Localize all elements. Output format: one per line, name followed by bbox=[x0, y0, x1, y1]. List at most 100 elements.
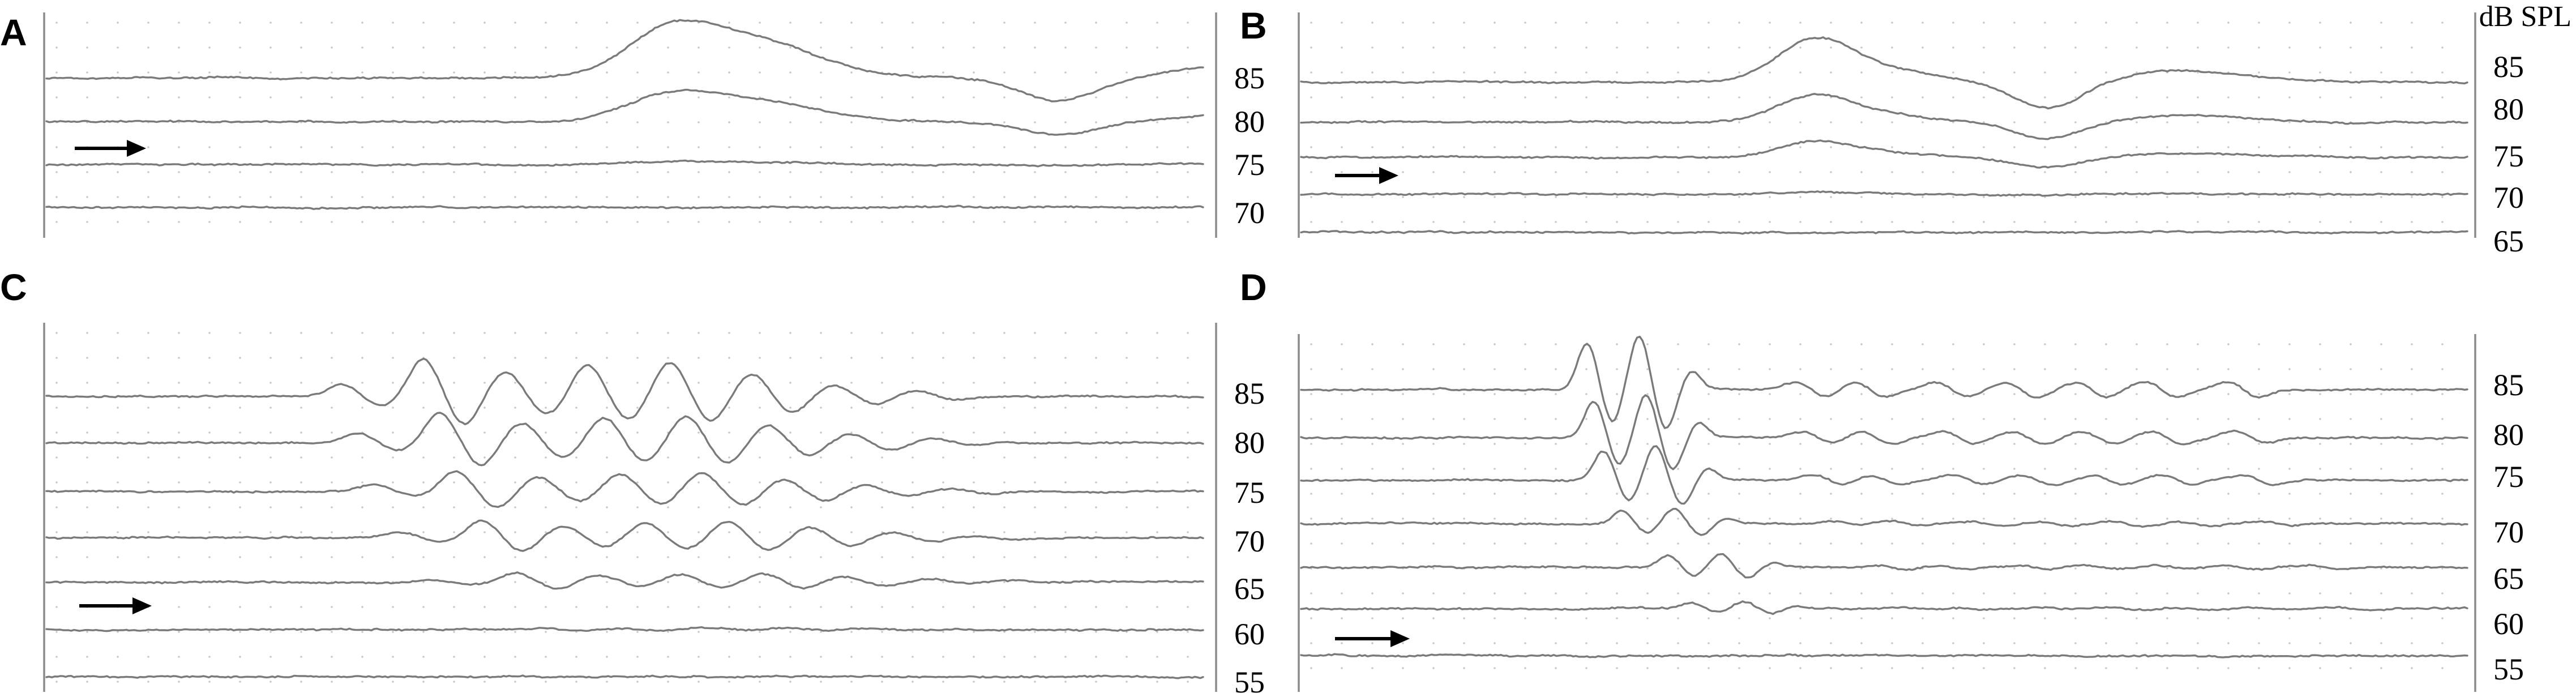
grid-dot bbox=[912, 407, 914, 409]
grid-dot bbox=[2166, 22, 2168, 24]
grid-dot bbox=[2441, 518, 2444, 520]
grid-dot bbox=[1003, 506, 1005, 508]
grid-dot bbox=[239, 196, 241, 198]
grid-dot bbox=[1922, 221, 1924, 223]
grid-dot bbox=[1187, 146, 1189, 148]
grid-dot bbox=[1463, 221, 1465, 223]
grid-dot bbox=[147, 22, 149, 24]
grid-dot bbox=[1708, 196, 1710, 198]
grid-dot bbox=[55, 71, 58, 74]
grid-dot bbox=[606, 71, 608, 74]
grid-dot bbox=[1156, 196, 1158, 198]
grid-dot bbox=[1616, 667, 1618, 669]
grid-dot bbox=[1891, 493, 1893, 495]
grid-dot bbox=[1463, 196, 1465, 198]
grid-dot bbox=[1646, 368, 1649, 370]
grid-dot bbox=[759, 221, 761, 223]
grid-dot bbox=[881, 656, 883, 658]
grid-dot bbox=[1003, 71, 1005, 74]
grid-dot bbox=[1830, 171, 1832, 173]
grid-dot bbox=[881, 681, 883, 683]
grid-dot bbox=[2197, 146, 2199, 148]
grid-dot bbox=[2044, 96, 2046, 99]
grid-dot bbox=[483, 22, 486, 24]
grid-dot bbox=[2258, 196, 2260, 198]
grid-dot bbox=[820, 332, 822, 334]
grid-dot bbox=[514, 481, 516, 484]
grid-dot bbox=[1003, 407, 1005, 409]
trace-a-70db bbox=[45, 204, 1204, 210]
grid-dot bbox=[2411, 493, 2413, 495]
grid-dot bbox=[1922, 46, 1924, 49]
grid-dot bbox=[1064, 357, 1067, 359]
grid-dot bbox=[912, 481, 914, 484]
grid-dot bbox=[86, 456, 88, 459]
grid-dot bbox=[820, 71, 822, 74]
grid-dot bbox=[239, 431, 241, 434]
grid-dot bbox=[208, 171, 211, 173]
grid-dot bbox=[1769, 468, 1771, 470]
grid-dot bbox=[575, 681, 577, 683]
grid-dot bbox=[2258, 493, 2260, 495]
grid-dot bbox=[606, 556, 608, 558]
grid-dot bbox=[1402, 418, 1404, 420]
grid-dot bbox=[1463, 393, 1465, 395]
grid-dot bbox=[2288, 443, 2291, 445]
grid-dot bbox=[1738, 343, 1740, 345]
grid-dot bbox=[636, 581, 639, 583]
grid-dot bbox=[728, 656, 730, 658]
grid-dot bbox=[239, 146, 241, 148]
grid-dot bbox=[1371, 221, 1373, 223]
grid-dot bbox=[147, 506, 149, 508]
grid-dot bbox=[1003, 121, 1005, 123]
grid-dot bbox=[1432, 196, 1435, 198]
grid-dot bbox=[453, 171, 455, 173]
grid-dot bbox=[1064, 196, 1067, 198]
grid-dot bbox=[1463, 368, 1465, 370]
grid-dot bbox=[117, 681, 119, 683]
grid-dot bbox=[2074, 96, 2077, 99]
grid-dot bbox=[1524, 592, 1526, 595]
grid-dot bbox=[422, 481, 425, 484]
grid-dot bbox=[392, 656, 394, 658]
grid-dot bbox=[2288, 71, 2291, 74]
trace-c-70db bbox=[45, 519, 1204, 552]
grid-dot bbox=[2319, 71, 2321, 74]
grid-dot bbox=[575, 506, 577, 508]
grid-dot bbox=[55, 407, 58, 409]
grid-dot bbox=[1494, 368, 1496, 370]
grid-dot bbox=[2013, 642, 2016, 644]
grid-dot bbox=[2411, 443, 2413, 445]
grid-dot bbox=[331, 531, 333, 533]
grid-dot bbox=[2227, 542, 2230, 545]
grid-dot bbox=[636, 146, 639, 148]
trace-d-60db bbox=[1300, 600, 2468, 615]
grid-dot bbox=[1646, 146, 1649, 148]
grid-dot bbox=[2350, 667, 2352, 669]
grid-dot bbox=[881, 22, 883, 24]
grid-dot bbox=[575, 171, 577, 173]
grid-dot bbox=[2380, 493, 2382, 495]
grid-dot bbox=[1524, 443, 1526, 445]
grid-dot bbox=[973, 506, 975, 508]
grid-dot bbox=[728, 431, 730, 434]
grid-dot bbox=[2288, 368, 2291, 370]
grid-dot bbox=[1463, 667, 1465, 669]
grid-dot bbox=[667, 556, 669, 558]
grid-dot bbox=[1034, 121, 1036, 123]
grid-dot bbox=[1646, 96, 1649, 99]
grid-dot bbox=[1738, 146, 1740, 148]
grid-dot bbox=[2319, 567, 2321, 570]
grid-dot bbox=[2166, 171, 2168, 173]
grid-dot bbox=[1738, 468, 1740, 470]
grid-dot bbox=[1524, 71, 1526, 74]
grid-dot bbox=[2441, 343, 2444, 345]
grid-dot bbox=[636, 631, 639, 633]
grid-dot bbox=[239, 96, 241, 99]
grid-dot bbox=[698, 357, 700, 359]
grid-dot bbox=[208, 681, 211, 683]
grid-dot bbox=[1341, 71, 1343, 74]
grid-dot bbox=[392, 431, 394, 434]
grid-dot bbox=[300, 407, 302, 409]
grid-dot bbox=[912, 221, 914, 223]
